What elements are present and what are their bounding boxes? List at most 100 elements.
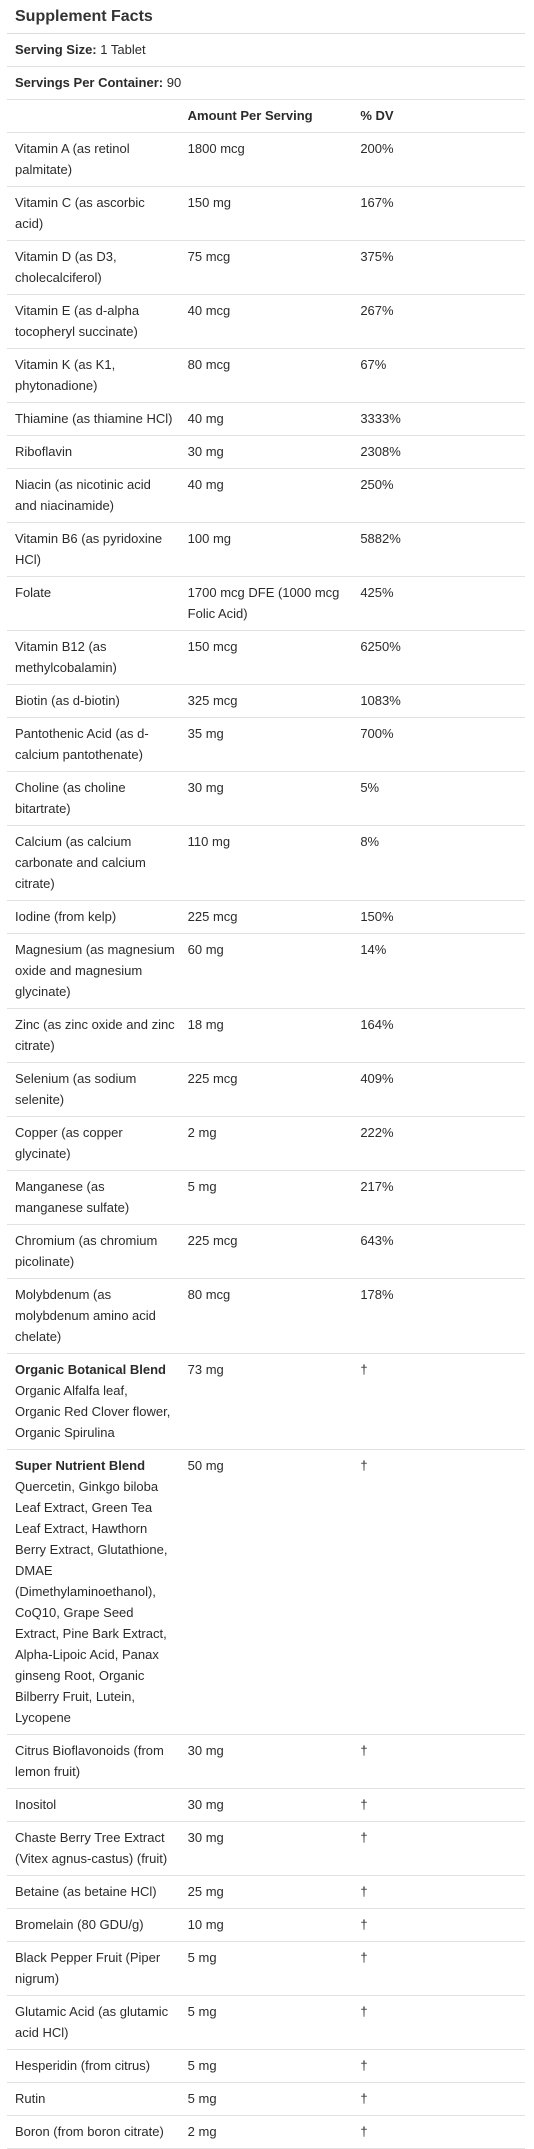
table-header-row: Amount Per Serving % DV bbox=[7, 99, 525, 133]
table-row: Riboflavin 30 mg 2308% bbox=[7, 435, 525, 469]
nutrient-amount: 2 mg bbox=[179, 1116, 353, 1171]
nutrient-name: Vitamin K (as K1, phytonadione) bbox=[7, 348, 180, 403]
nutrient-dv: 643% bbox=[352, 1224, 525, 1279]
nutrient-dv: 67% bbox=[352, 348, 525, 403]
table-row: Selenium (as sodium selenite) 225 mcg 409% bbox=[7, 1062, 525, 1117]
nutrient-amount: 5 mg bbox=[179, 1170, 353, 1225]
blend-row: Organic Botanical Blend Organic Alfalfa l… bbox=[7, 1353, 525, 1450]
table-row: Vitamin A (as retinol palmitate) 1800 mcg… bbox=[7, 132, 525, 187]
nutrient-dv: 6250% bbox=[352, 630, 525, 685]
blend-amount: 50 mg bbox=[179, 1449, 353, 1735]
table-row: Betaine (as betaine HCl) 25 mg † bbox=[7, 1875, 525, 1909]
nutrient-dv: 222% bbox=[352, 1116, 525, 1171]
table-row: Manganese (as manganese sulfate) 5 mg 217% bbox=[7, 1170, 525, 1225]
nutrient-amount: 80 mcg bbox=[179, 348, 353, 403]
nutrient-name: Manganese (as manganese sulfate) bbox=[7, 1170, 180, 1225]
table-row: Niacin (as nicotinic acid and niacinamid… bbox=[7, 468, 525, 523]
nutrient-dv: 2308% bbox=[352, 435, 525, 469]
nutrient-name: Vitamin E (as d-alpha tocopheryl succina… bbox=[7, 294, 180, 349]
nutrient-dv: 375% bbox=[352, 240, 525, 295]
nutrient-amount: 30 mg bbox=[179, 1788, 353, 1822]
nutrient-name: Niacin (as nicotinic acid and niacinamid… bbox=[7, 468, 180, 523]
nutrient-amount: 40 mcg bbox=[179, 294, 353, 349]
nutrient-name: Vitamin D (as D3, cholecalciferol) bbox=[7, 240, 180, 295]
nutrient-dv: † bbox=[352, 1875, 525, 1909]
nutrient-dv: 178% bbox=[352, 1278, 525, 1354]
nutrient-dv: 3333% bbox=[352, 402, 525, 436]
nutrient-dv: 409% bbox=[352, 1062, 525, 1117]
nutrient-dv: 217% bbox=[352, 1170, 525, 1225]
nutrient-name: Riboflavin bbox=[7, 435, 180, 469]
blend-title: Super Nutrient Blend bbox=[15, 1458, 146, 1473]
nutrient-amount: 325 mcg bbox=[179, 684, 353, 718]
table-row: Citrus Bioflavonoids (from lemon fruit) 3… bbox=[7, 1734, 525, 1789]
nutrient-amount: 5 mg bbox=[179, 2049, 353, 2083]
nutrient-amount: 5 mg bbox=[179, 2082, 353, 2116]
nutrient-amount: 225 mcg bbox=[179, 1224, 353, 1279]
nutrient-name: Zinc (as zinc oxide and zinc citrate) bbox=[7, 1008, 180, 1063]
nutrient-dv: 700% bbox=[352, 717, 525, 772]
nutrient-dv: 5% bbox=[352, 771, 525, 826]
nutrient-name: Glutamic Acid (as glutamic acid HCl) bbox=[7, 1995, 180, 2050]
nutrient-name: Choline (as choline bitartrate) bbox=[7, 771, 180, 826]
nutrient-dv: 164% bbox=[352, 1008, 525, 1063]
table-row: Vitamin B6 (as pyridoxine HCl) 100 mg 5882… bbox=[7, 522, 525, 577]
nutrient-name: Selenium (as sodium selenite) bbox=[7, 1062, 180, 1117]
table-row: Rutin 5 mg † bbox=[7, 2082, 525, 2116]
serving-size-row: Serving Size: 1 Tablet bbox=[7, 34, 525, 67]
serving-size-value: 1 Tablet bbox=[100, 42, 146, 57]
nutrient-amount: 18 mg bbox=[179, 1008, 353, 1063]
blend-cell: Organic Botanical Blend Organic Alfalfa l… bbox=[7, 1353, 180, 1450]
blend-row: Super Nutrient Blend Quercetin, Ginkgo bi… bbox=[7, 1449, 525, 1735]
table-row: Iodine (from kelp) 225 mcg 150% bbox=[7, 900, 525, 934]
blend-ingredients: Quercetin, Ginkgo biloba Leaf Extract, G… bbox=[15, 1479, 168, 1725]
table-row: Choline (as choline bitartrate) 30 mg 5% bbox=[7, 771, 525, 826]
nutrient-dv: 167% bbox=[352, 186, 525, 241]
nutrient-amount: 100 mg bbox=[179, 522, 353, 577]
nutrient-amount: 30 mg bbox=[179, 1821, 353, 1876]
nutrient-dv: † bbox=[352, 1821, 525, 1876]
nutrient-amount: 225 mcg bbox=[179, 1062, 353, 1117]
table-row: Vitamin K (as K1, phytonadione) 80 mcg 67% bbox=[7, 348, 525, 403]
panel-title: Supplement Facts bbox=[7, 0, 525, 34]
header-amount: Amount Per Serving bbox=[179, 99, 353, 133]
nutrient-amount: 30 mg bbox=[179, 435, 353, 469]
nutrient-dv: 5882% bbox=[352, 522, 525, 577]
nutrient-name: Boron (from boron citrate) bbox=[7, 2115, 180, 2149]
table-row: Copper (as copper glycinate) 2 mg 222% bbox=[7, 1116, 525, 1171]
nutrient-name: Hesperidin (from citrus) bbox=[7, 2049, 180, 2083]
table-row: Vitamin E (as d-alpha tocopheryl succina… bbox=[7, 294, 525, 349]
nutrient-amount: 150 mcg bbox=[179, 630, 353, 685]
blend-title: Organic Botanical Blend bbox=[15, 1362, 166, 1377]
nutrient-amount: 80 mcg bbox=[179, 1278, 353, 1354]
nutrient-dv: 8% bbox=[352, 825, 525, 901]
nutrient-amount: 225 mcg bbox=[179, 900, 353, 934]
table-row: Glutamic Acid (as glutamic acid HCl) 5 mg… bbox=[7, 1995, 525, 2050]
nutrient-amount: 25 mg bbox=[179, 1875, 353, 1909]
nutrient-dv: 150% bbox=[352, 900, 525, 934]
nutrient-amount: 10 mg bbox=[179, 1908, 353, 1942]
nutrient-dv: 425% bbox=[352, 576, 525, 631]
nutrient-amount: 35 mg bbox=[179, 717, 353, 772]
header-name-cell bbox=[7, 99, 180, 133]
nutrient-name: Iodine (from kelp) bbox=[7, 900, 180, 934]
table-row: Chaste Berry Tree Extract (Vitex agnus-c… bbox=[7, 1821, 525, 1876]
table-row: Bromelain (80 GDU/g) 10 mg † bbox=[7, 1908, 525, 1942]
servings-per-container-row: Servings Per Container: 90 bbox=[7, 66, 525, 100]
table-row: Vitamin B12 (as methylcobalamin) 150 mcg 6… bbox=[7, 630, 525, 685]
table-row: Vitamin D (as D3, cholecalciferol) 75 mcg… bbox=[7, 240, 525, 295]
nutrient-dv: † bbox=[352, 1908, 525, 1942]
nutrient-dv: † bbox=[352, 2082, 525, 2116]
nutrient-name: Bromelain (80 GDU/g) bbox=[7, 1908, 180, 1942]
table-row: Biotin (as d-biotin) 325 mcg 1083% bbox=[7, 684, 525, 718]
serving-size-label: Serving Size: bbox=[15, 42, 97, 57]
nutrient-amount: 40 mg bbox=[179, 468, 353, 523]
table-row: Vitamin C (as ascorbic acid) 150 mg 167% bbox=[7, 186, 525, 241]
nutrient-amount: 2 mg bbox=[179, 2115, 353, 2149]
nutrient-name: Black Pepper Fruit (Piper nigrum) bbox=[7, 1941, 180, 1996]
nutrient-name: Chromium (as chromium picolinate) bbox=[7, 1224, 180, 1279]
nutrient-name: Folate bbox=[7, 576, 180, 631]
nutrient-name: Citrus Bioflavonoids (from lemon fruit) bbox=[7, 1734, 180, 1789]
nutrient-dv: † bbox=[352, 1941, 525, 1996]
